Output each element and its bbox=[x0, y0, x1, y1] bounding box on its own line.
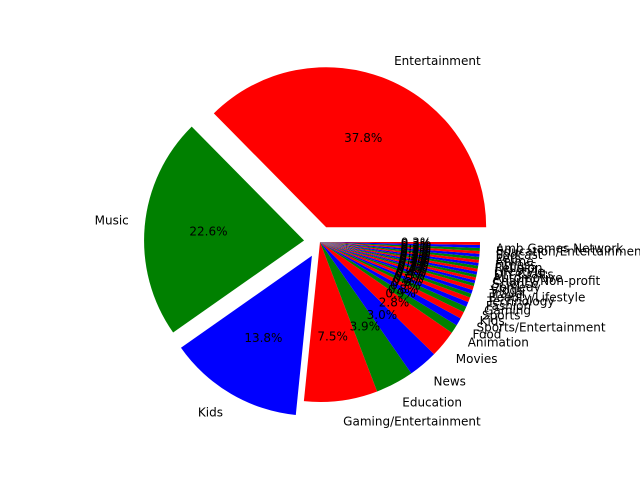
slice-percent-label: 0.3% bbox=[401, 235, 432, 249]
pie-slice bbox=[320, 242, 478, 275]
slice-percent-label: 7.5% bbox=[317, 330, 348, 344]
pie-slice bbox=[320, 242, 469, 307]
slice-percent-label: 0.8% bbox=[388, 282, 419, 296]
slice-percent-label: 0.4% bbox=[396, 264, 427, 278]
slice-category-label: Technology bbox=[486, 295, 554, 309]
pie-percent-labels: 37.8%22.6%13.8% 7.5%3.9%3.0%2.8%0.9%0.8%0… bbox=[189, 131, 431, 345]
slice-percent-label: 37.8% bbox=[344, 131, 382, 145]
pie-slice bbox=[320, 242, 478, 272]
slice-percent-label: 0.3% bbox=[399, 251, 430, 265]
pie-slice bbox=[213, 67, 487, 228]
slice-percent-label: 0.4% bbox=[397, 262, 428, 276]
slice-category-label: Kids bbox=[480, 314, 505, 328]
slice-category-label: Podcast bbox=[496, 248, 543, 262]
pie-slice bbox=[320, 242, 452, 355]
pie-slice bbox=[320, 242, 464, 319]
pie-slice bbox=[320, 242, 473, 294]
pie-slice bbox=[144, 126, 305, 333]
slice-category-label: Charity/Non-profit bbox=[493, 274, 601, 288]
slice-percent-label: 0.3% bbox=[400, 244, 431, 258]
slice-category-label: Sports bbox=[482, 308, 520, 322]
pie-slice bbox=[320, 242, 435, 374]
slice-percent-label: 0.7% bbox=[390, 278, 421, 292]
slice-percent-label: 0.5% bbox=[393, 272, 424, 286]
slice-category-label: News bbox=[433, 374, 465, 388]
slice-category-label: Travel bbox=[489, 287, 526, 301]
pie-slice bbox=[320, 242, 480, 254]
slice-category-label: Amb Games Network bbox=[496, 241, 623, 255]
slice-percent-label: 13.8% bbox=[244, 331, 282, 345]
slice-percent-label: 0.3% bbox=[400, 243, 431, 257]
pie-slice bbox=[320, 242, 477, 281]
slice-category-label: Religion bbox=[495, 261, 543, 275]
slice-category-label: Sports/Entertainment bbox=[476, 320, 605, 334]
slice-percent-label: 0.6% bbox=[392, 275, 423, 289]
pie-slice bbox=[320, 242, 457, 333]
pie-wedges bbox=[144, 67, 487, 415]
slice-percent-label: 0.3% bbox=[401, 237, 432, 251]
pie-slice bbox=[320, 242, 477, 278]
pie-slice bbox=[320, 242, 480, 245]
pie-slice bbox=[320, 242, 480, 248]
pie-slice bbox=[320, 242, 479, 269]
slice-percent-label: 3.9% bbox=[350, 319, 381, 333]
slice-category-label: Vlogs bbox=[490, 284, 523, 298]
slice-percent-label: 0.3% bbox=[399, 253, 430, 267]
pie-slice bbox=[180, 255, 312, 415]
slice-category-label: Animation bbox=[468, 335, 529, 349]
slice-category-label: Fitness bbox=[495, 258, 537, 272]
slice-percent-label: 2.8% bbox=[379, 296, 410, 310]
slice-category-label: Science bbox=[492, 277, 539, 291]
slice-percent-label: 0.3% bbox=[398, 258, 429, 272]
slice-category-label: Lifestyle bbox=[494, 264, 544, 278]
slice-category-label: Gaming bbox=[484, 303, 531, 317]
slice-category-label: Anime bbox=[495, 255, 533, 269]
slice-category-label: Fashion bbox=[486, 299, 531, 313]
pie-slice bbox=[320, 242, 480, 251]
pie-slice bbox=[320, 242, 472, 298]
pie-slice bbox=[320, 242, 480, 260]
pie-slice bbox=[320, 242, 480, 257]
slice-category-label: DIY/Crafts bbox=[494, 268, 554, 282]
pie-slice bbox=[320, 242, 467, 313]
pie-slice bbox=[320, 242, 461, 326]
pie-slice bbox=[320, 242, 476, 284]
pie-slice bbox=[320, 242, 479, 263]
slice-category-label: Education/Entertainment bbox=[496, 245, 640, 259]
slice-category-label: Kids bbox=[198, 405, 223, 419]
slice-category-label: Gaming/Entertainment bbox=[343, 414, 481, 428]
slice-percent-label: 0.3% bbox=[400, 246, 431, 260]
slice-category-label: Movies bbox=[456, 352, 498, 366]
slice-percent-label: 0.3% bbox=[401, 241, 432, 255]
slice-percent-label: 22.6% bbox=[189, 224, 227, 238]
pie-slice bbox=[320, 242, 475, 287]
slice-percent-label: 0.3% bbox=[398, 257, 429, 271]
pie-slice bbox=[320, 242, 471, 303]
slice-percent-label: 0.3% bbox=[400, 248, 431, 262]
slice-percent-label: 0.9% bbox=[385, 287, 416, 301]
slice-category-label: Beauty/Lifestyle bbox=[489, 290, 586, 304]
slice-category-label: Education bbox=[402, 395, 462, 409]
pie-slice bbox=[320, 242, 479, 266]
slice-percent-label: 0.3% bbox=[399, 255, 430, 269]
slice-category-label: Food bbox=[473, 328, 502, 342]
pie-slice bbox=[320, 242, 412, 392]
slice-percent-label: 0.5% bbox=[394, 269, 425, 283]
pie-slice bbox=[303, 242, 378, 402]
slice-percent-label: 0.3% bbox=[397, 260, 428, 274]
slice-category-label: Pets bbox=[496, 251, 521, 265]
slice-percent-label: 0.3% bbox=[401, 239, 432, 253]
slice-percent-label: 0.3% bbox=[400, 250, 431, 264]
slice-percent-label: 0.4% bbox=[395, 267, 426, 281]
pie-slice bbox=[320, 242, 474, 290]
slice-percent-label: 3.0% bbox=[367, 308, 398, 322]
slice-category-label: Comedy bbox=[491, 280, 541, 294]
slice-category-label: Automotive bbox=[493, 271, 562, 285]
slice-category-label: Music bbox=[95, 214, 129, 228]
slice-category-label: Entertainment bbox=[394, 54, 481, 68]
pie-category-labels: Entertainment Music Kids Gaming/Entertainme… bbox=[95, 54, 640, 428]
